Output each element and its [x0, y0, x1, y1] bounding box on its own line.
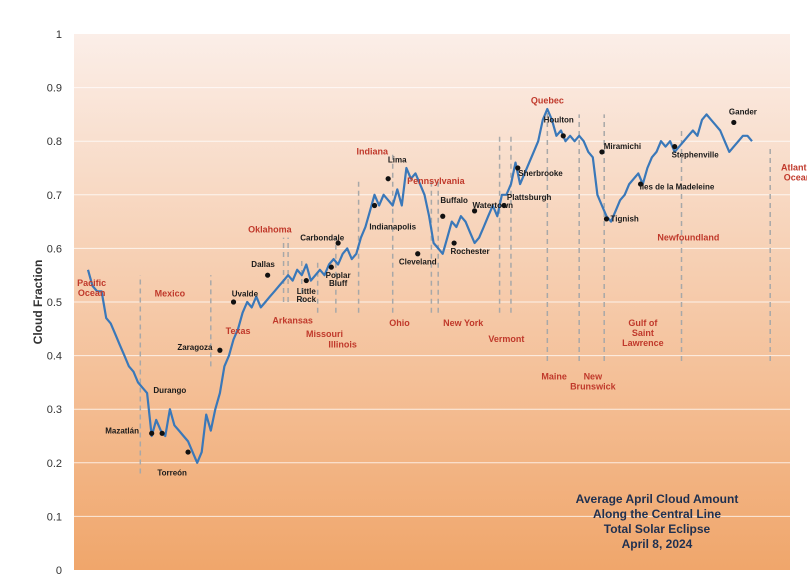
chart-title-line: Average April Cloud Amount	[576, 492, 739, 506]
y-tick-label: 0.7	[47, 190, 62, 202]
region-label: Mexico	[155, 289, 186, 299]
chart-title-line: Total Solar Eclipse	[604, 522, 711, 536]
y-tick-label: 0.2	[47, 458, 62, 470]
chart-title-line: April 8, 2024	[622, 537, 693, 551]
city-marker	[328, 264, 334, 270]
city-markers: Mazatlán Durango Torreón Zaragoza Uvalde Dall…	[105, 107, 757, 477]
y-tick-label: 0.1	[47, 511, 62, 523]
city-marker	[303, 277, 309, 284]
city-marker	[637, 181, 644, 187]
y-tick-label: 0	[56, 565, 62, 577]
city-label: Iles de la Madeleine	[640, 182, 715, 191]
y-tick-label: 0.8	[47, 136, 62, 148]
city-label: Stephenville	[672, 150, 720, 159]
city-marker	[599, 149, 605, 155]
region-label: Quebec	[531, 96, 564, 106]
city-marker	[560, 133, 566, 139]
city-label: Mazatlán	[105, 426, 139, 435]
city-marker	[230, 299, 237, 305]
y-tick-label: 0.9	[47, 83, 62, 95]
city-marker	[451, 240, 457, 246]
series-line	[86, 107, 753, 464]
city-label: Miramichi	[604, 142, 641, 151]
city-marker	[672, 143, 678, 150]
city-label: Rochester	[450, 247, 489, 256]
city-marker	[371, 202, 378, 209]
city-marker	[471, 208, 478, 214]
region-label: Pacific Ocean	[77, 278, 106, 298]
city-marker	[501, 202, 507, 209]
region-labels: Pacific Ocean Mexico Texas Oklahoma Arkansas M…	[77, 96, 807, 392]
region-label: Maine	[541, 372, 567, 382]
region-label: Oklahoma	[248, 224, 293, 234]
y-axis-ticks: 0 0.1 0.2 0.3 0.4 0.5 0.6 0.7 0.8 0.9 1	[47, 29, 62, 577]
y-tick-label: 1	[56, 29, 62, 41]
city-marker	[149, 430, 155, 436]
city-marker	[217, 347, 223, 353]
region-label: Indiana	[356, 147, 388, 157]
city-label: Cleveland	[399, 257, 437, 266]
region-label: Illinois	[328, 340, 357, 350]
y-axis-label: Cloud Fraction	[31, 260, 45, 345]
region-label: Texas	[226, 326, 251, 336]
region-label: Pennsylvania	[407, 176, 466, 186]
city-label: Tignish	[611, 215, 639, 224]
city-marker	[185, 449, 191, 455]
y-tick-label: 0.6	[47, 243, 62, 255]
region-label: Newfoundland	[657, 232, 719, 242]
city-marker	[440, 213, 446, 219]
city-label: Plattsburgh	[507, 193, 552, 202]
city-label: Dallas	[251, 260, 275, 269]
city-label: Durango	[153, 386, 186, 395]
city-label: Zaragoza	[177, 343, 213, 352]
city-marker	[159, 430, 165, 436]
city-marker	[415, 251, 421, 257]
city-marker	[603, 216, 610, 222]
city-label: Torreón	[157, 469, 187, 478]
city-label: Watertown	[472, 201, 513, 210]
series-lines	[86, 107, 753, 464]
region-label: Arkansas	[272, 315, 313, 325]
region-label: New York	[443, 318, 484, 328]
city-label: Little Rock	[297, 287, 317, 304]
border-dividers	[139, 109, 771, 474]
city-label: Uvalde	[232, 290, 259, 299]
region-label: AtlanticOcean	[781, 163, 807, 183]
region-label: Gulf of Saint Lawrence	[622, 318, 664, 348]
region-label: Vermont	[488, 334, 524, 344]
city-label: Carbondale	[300, 233, 345, 242]
region-label: Missouri	[306, 329, 343, 339]
city-marker	[265, 272, 271, 278]
region-label: Ohio	[389, 318, 410, 328]
city-marker	[385, 176, 391, 182]
chart-title-line: Along the Central Line	[593, 507, 721, 521]
city-label: Poplar Bluff	[326, 271, 351, 288]
city-label: Sherbrooke	[518, 169, 563, 178]
city-label: Lima	[388, 156, 407, 165]
y-tick-label: 0.5	[47, 297, 62, 309]
city-label: Gander	[729, 107, 757, 116]
region-label: New Brunswick	[570, 372, 617, 392]
y-tick-label: 0.3	[47, 404, 62, 416]
city-label: Indianapolis	[369, 223, 416, 232]
city-marker	[335, 240, 341, 246]
city-label: Buffalo	[440, 196, 468, 205]
city-marker	[515, 165, 521, 171]
city-label: Houlton	[544, 115, 574, 124]
y-tick-label: 0.4	[47, 351, 62, 363]
city-marker	[731, 119, 737, 126]
